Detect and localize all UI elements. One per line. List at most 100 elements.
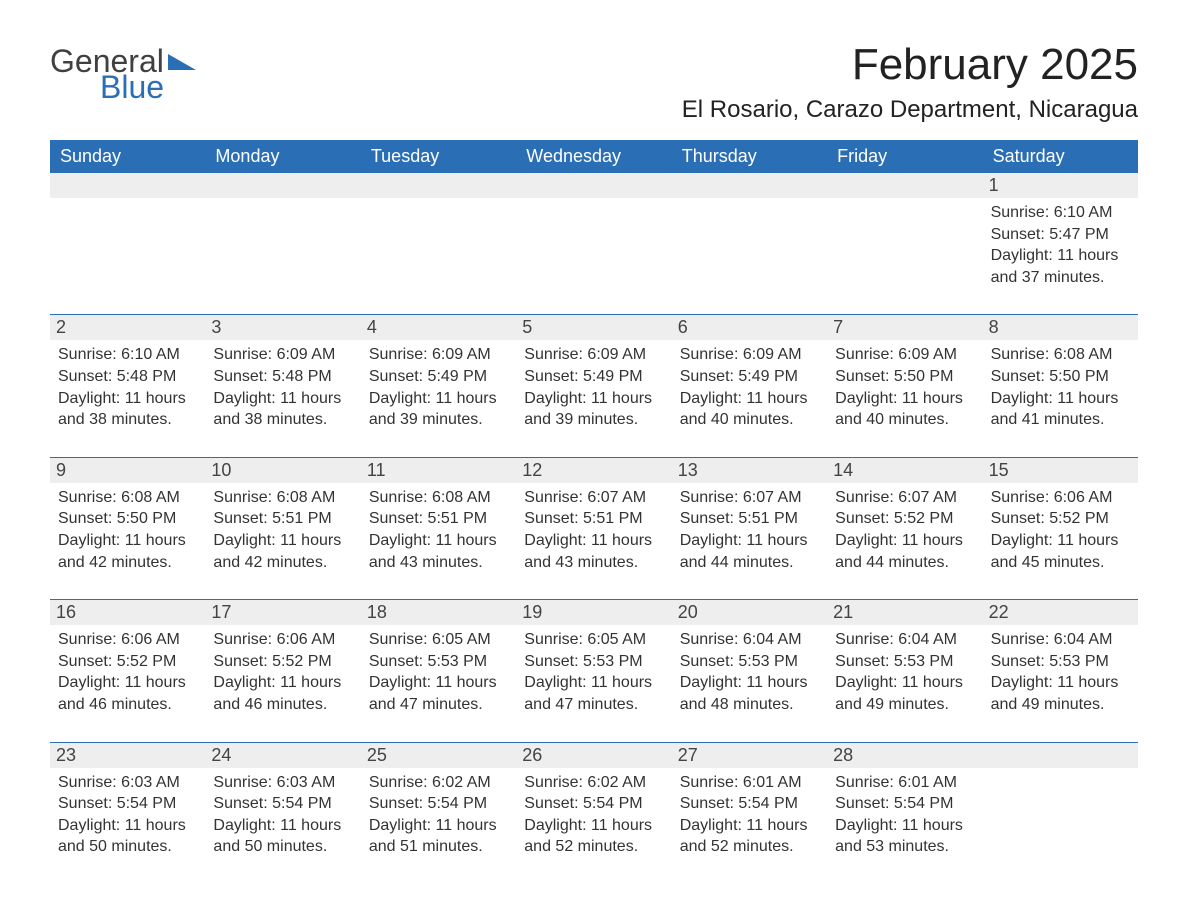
day-cell: 22 Sunrise: 6:04 AMSunset: 5:53 PMDayligh…: [983, 600, 1138, 731]
day-info: Sunrise: 6:09 AMSunset: 5:48 PMDaylight:…: [213, 344, 352, 430]
daylight-line: Daylight: 11 hours and 37 minutes.: [991, 245, 1130, 288]
day-number: .: [516, 173, 671, 198]
day-number: 8: [983, 315, 1138, 340]
day-info: Sunrise: 6:05 AMSunset: 5:53 PMDaylight:…: [524, 629, 663, 715]
daylight-line: Daylight: 11 hours and 49 minutes.: [991, 672, 1130, 715]
day-number: 2: [50, 315, 205, 340]
day-cell: 4Sunrise: 6:09 AMSunset: 5:49 PMDaylight…: [361, 315, 516, 446]
day-info: Sunrise: 6:04 AMSunset: 5:53 PMDaylight:…: [991, 629, 1130, 715]
sunrise-line: Sunrise: 6:01 AM: [835, 772, 974, 794]
daylight-line: Daylight: 11 hours and 43 minutes.: [369, 530, 508, 573]
day-info: Sunrise: 6:04 AMSunset: 5:53 PMDaylight:…: [680, 629, 819, 715]
month-title: February 2025: [682, 40, 1138, 90]
day-info: Sunrise: 6:04 AMSunset: 5:53 PMDaylight:…: [835, 629, 974, 715]
calendar-grid: SundayMondayTuesdayWednesdayThursdayFrid…: [50, 140, 1138, 874]
day-cell: 19Sunrise: 6:05 AMSunset: 5:53 PMDayligh…: [516, 600, 671, 731]
daylight-line: Daylight: 11 hours and 41 minutes.: [991, 388, 1130, 431]
sunset-line: Sunset: 5:50 PM: [991, 366, 1130, 388]
empty-cell: .: [361, 173, 516, 304]
location-subtitle: El Rosario, Carazo Department, Nicaragua: [682, 96, 1138, 124]
sunrise-line: Sunrise: 6:09 AM: [524, 344, 663, 366]
sunrise-line: Sunrise: 6:06 AM: [58, 629, 197, 651]
empty-cell: .: [983, 743, 1138, 874]
daylight-line: Daylight: 11 hours and 45 minutes.: [991, 530, 1130, 573]
day-info: Sunrise: 6:03 AMSunset: 5:54 PMDaylight:…: [58, 772, 197, 858]
sunset-line: Sunset: 5:49 PM: [680, 366, 819, 388]
sunset-line: Sunset: 5:53 PM: [524, 651, 663, 673]
day-cell: 20Sunrise: 6:04 AMSunset: 5:53 PMDayligh…: [672, 600, 827, 731]
day-number: 16: [50, 600, 205, 625]
day-cell: 27Sunrise: 6:01 AMSunset: 5:54 PMDayligh…: [672, 743, 827, 874]
day-cell: 5Sunrise: 6:09 AMSunset: 5:49 PMDaylight…: [516, 315, 671, 446]
day-cell: 16 Sunrise: 6:06 AMSunset: 5:52 PMDayligh…: [50, 600, 205, 731]
daylight-line: Daylight: 11 hours and 39 minutes.: [524, 388, 663, 431]
dow-header: Tuesday: [361, 140, 516, 173]
sunset-line: Sunset: 5:48 PM: [213, 366, 352, 388]
daylight-line: Daylight: 11 hours and 44 minutes.: [680, 530, 819, 573]
day-number: 27: [672, 743, 827, 768]
day-info: Sunrise: 6:06 AMSunset: 5:52 PMDaylight:…: [58, 629, 197, 715]
daylight-line: Daylight: 11 hours and 42 minutes.: [213, 530, 352, 573]
sunrise-line: Sunrise: 6:07 AM: [680, 487, 819, 509]
day-number: 11: [361, 458, 516, 483]
logo: General Blue: [50, 40, 196, 103]
sunset-line: Sunset: 5:54 PM: [213, 793, 352, 815]
sunset-line: Sunset: 5:50 PM: [835, 366, 974, 388]
daylight-line: Daylight: 11 hours and 46 minutes.: [58, 672, 197, 715]
sunrise-line: Sunrise: 6:09 AM: [835, 344, 974, 366]
daylight-line: Daylight: 11 hours and 46 minutes.: [213, 672, 352, 715]
sunrise-line: Sunrise: 6:04 AM: [991, 629, 1130, 651]
sunset-line: Sunset: 5:54 PM: [835, 793, 974, 815]
day-number: 18: [361, 600, 516, 625]
day-number: .: [827, 173, 982, 198]
daylight-line: Daylight: 11 hours and 47 minutes.: [524, 672, 663, 715]
day-info: Sunrise: 6:09 AMSunset: 5:49 PMDaylight:…: [369, 344, 508, 430]
day-number: 7: [827, 315, 982, 340]
sunrise-line: Sunrise: 6:09 AM: [680, 344, 819, 366]
sunset-line: Sunset: 5:52 PM: [213, 651, 352, 673]
sunrise-line: Sunrise: 6:06 AM: [991, 487, 1130, 509]
daylight-line: Daylight: 11 hours and 51 minutes.: [369, 815, 508, 858]
sunset-line: Sunset: 5:49 PM: [524, 366, 663, 388]
daylight-line: Daylight: 11 hours and 39 minutes.: [369, 388, 508, 431]
day-info: Sunrise: 6:06 AMSunset: 5:52 PMDaylight:…: [991, 487, 1130, 573]
day-number: 28: [827, 743, 982, 768]
daylight-line: Daylight: 11 hours and 44 minutes.: [835, 530, 974, 573]
sunset-line: Sunset: 5:54 PM: [58, 793, 197, 815]
daylight-line: Daylight: 11 hours and 53 minutes.: [835, 815, 974, 858]
day-cell: 6Sunrise: 6:09 AMSunset: 5:49 PMDaylight…: [672, 315, 827, 446]
day-number: 26: [516, 743, 671, 768]
sunrise-line: Sunrise: 6:09 AM: [369, 344, 508, 366]
day-cell: 1Sunrise: 6:10 AMSunset: 5:47 PMDaylight…: [983, 173, 1138, 304]
sunrise-line: Sunrise: 6:10 AM: [991, 202, 1130, 224]
day-number: .: [983, 743, 1138, 768]
day-info: Sunrise: 6:05 AMSunset: 5:53 PMDaylight:…: [369, 629, 508, 715]
daylight-line: Daylight: 11 hours and 48 minutes.: [680, 672, 819, 715]
sunrise-line: Sunrise: 6:05 AM: [524, 629, 663, 651]
day-info: Sunrise: 6:03 AMSunset: 5:54 PMDaylight:…: [213, 772, 352, 858]
sunrise-line: Sunrise: 6:03 AM: [213, 772, 352, 794]
sunrise-line: Sunrise: 6:08 AM: [369, 487, 508, 509]
day-number: 23: [50, 743, 205, 768]
header: General Blue February 2025 El Rosario, C…: [50, 40, 1138, 134]
day-cell: 14Sunrise: 6:07 AMSunset: 5:52 PMDayligh…: [827, 458, 982, 589]
day-number: .: [672, 173, 827, 198]
sunrise-line: Sunrise: 6:09 AM: [213, 344, 352, 366]
daylight-line: Daylight: 11 hours and 43 minutes.: [524, 530, 663, 573]
daylight-line: Daylight: 11 hours and 52 minutes.: [680, 815, 819, 858]
day-number: .: [205, 173, 360, 198]
daylight-line: Daylight: 11 hours and 38 minutes.: [213, 388, 352, 431]
day-number: 6: [672, 315, 827, 340]
sunrise-line: Sunrise: 6:08 AM: [213, 487, 352, 509]
day-cell: 23 Sunrise: 6:03 AMSunset: 5:54 PMDayligh…: [50, 743, 205, 874]
sunset-line: Sunset: 5:47 PM: [991, 224, 1130, 246]
sunset-line: Sunset: 5:51 PM: [369, 508, 508, 530]
empty-cell: .: [672, 173, 827, 304]
daylight-line: Daylight: 11 hours and 42 minutes.: [58, 530, 197, 573]
day-info: Sunrise: 6:07 AMSunset: 5:51 PMDaylight:…: [524, 487, 663, 573]
day-number: 22: [983, 600, 1138, 625]
sunrise-line: Sunrise: 6:07 AM: [835, 487, 974, 509]
title-block: February 2025 El Rosario, Carazo Departm…: [682, 40, 1138, 134]
sunrise-line: Sunrise: 6:06 AM: [213, 629, 352, 651]
sunset-line: Sunset: 5:54 PM: [524, 793, 663, 815]
